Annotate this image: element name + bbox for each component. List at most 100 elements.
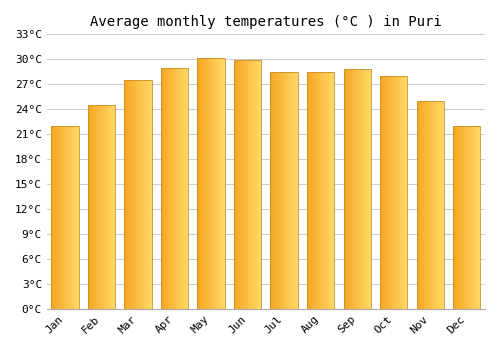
Bar (218, 58, 219, 309)
Bar (220, 58, 221, 309)
Bar (88, 105, 116, 309)
Bar (275, 72, 276, 309)
Bar (198, 58, 199, 309)
Bar (209, 58, 210, 309)
Bar (473, 126, 474, 309)
Bar (395, 76, 396, 309)
Bar (215, 58, 216, 309)
Bar (366, 69, 367, 309)
Bar (162, 68, 163, 309)
Bar (457, 126, 458, 309)
Bar (95, 105, 96, 309)
Bar (254, 60, 255, 309)
Bar (364, 69, 365, 309)
Bar (110, 105, 111, 309)
Bar (353, 69, 354, 309)
Bar (308, 72, 309, 309)
Bar (92, 105, 93, 309)
Bar (187, 68, 188, 309)
Bar (112, 105, 113, 309)
Bar (278, 72, 280, 309)
Bar (146, 80, 147, 309)
Bar (472, 126, 473, 309)
Bar (368, 69, 370, 309)
Bar (456, 126, 457, 309)
Bar (60, 126, 62, 309)
Bar (57, 126, 58, 309)
Bar (288, 72, 289, 309)
Bar (67, 126, 68, 309)
Bar (316, 72, 317, 309)
Bar (397, 76, 398, 309)
Bar (224, 58, 225, 309)
Bar (401, 76, 402, 309)
Bar (214, 58, 215, 309)
Bar (270, 72, 271, 309)
Bar (404, 76, 405, 309)
Bar (270, 72, 298, 309)
Bar (345, 69, 346, 309)
Bar (431, 101, 432, 309)
Bar (76, 126, 77, 309)
Bar (205, 58, 206, 309)
Bar (437, 101, 438, 309)
Bar (383, 76, 384, 309)
Bar (239, 60, 240, 309)
Bar (357, 69, 358, 309)
Bar (380, 76, 407, 309)
Bar (161, 68, 188, 309)
Bar (388, 76, 389, 309)
Bar (362, 69, 363, 309)
Bar (453, 126, 454, 309)
Bar (101, 105, 102, 309)
Bar (77, 126, 78, 309)
Bar (247, 60, 248, 309)
Bar (206, 58, 207, 309)
Bar (222, 58, 223, 309)
Bar (359, 69, 360, 309)
Bar (323, 72, 324, 309)
Bar (329, 72, 330, 309)
Bar (97, 105, 98, 309)
Bar (140, 80, 141, 309)
Bar (248, 60, 249, 309)
Bar (307, 72, 334, 309)
Bar (311, 72, 312, 309)
Bar (259, 60, 260, 309)
Bar (287, 72, 288, 309)
Bar (63, 126, 64, 309)
Bar (276, 72, 277, 309)
Bar (402, 76, 403, 309)
Bar (174, 68, 175, 309)
Bar (105, 105, 106, 309)
Bar (443, 101, 444, 309)
Bar (71, 126, 72, 309)
Bar (460, 126, 462, 309)
Bar (422, 101, 423, 309)
Bar (54, 126, 56, 309)
Bar (249, 60, 250, 309)
Title: Average monthly temperatures (°C ) in Puri: Average monthly temperatures (°C ) in Pu… (90, 15, 442, 29)
Bar (204, 58, 205, 309)
Bar (320, 72, 321, 309)
Bar (295, 72, 296, 309)
Bar (367, 69, 368, 309)
Bar (476, 126, 477, 309)
Bar (94, 105, 95, 309)
Bar (202, 58, 203, 309)
Bar (133, 80, 134, 309)
Bar (144, 80, 146, 309)
Bar (393, 76, 394, 309)
Bar (458, 126, 459, 309)
Bar (124, 80, 152, 309)
Bar (163, 68, 164, 309)
Bar (380, 76, 381, 309)
Bar (96, 105, 97, 309)
Bar (178, 68, 179, 309)
Bar (385, 76, 386, 309)
Bar (124, 80, 125, 309)
Bar (289, 72, 290, 309)
Bar (244, 60, 245, 309)
Bar (326, 72, 328, 309)
Bar (455, 126, 456, 309)
